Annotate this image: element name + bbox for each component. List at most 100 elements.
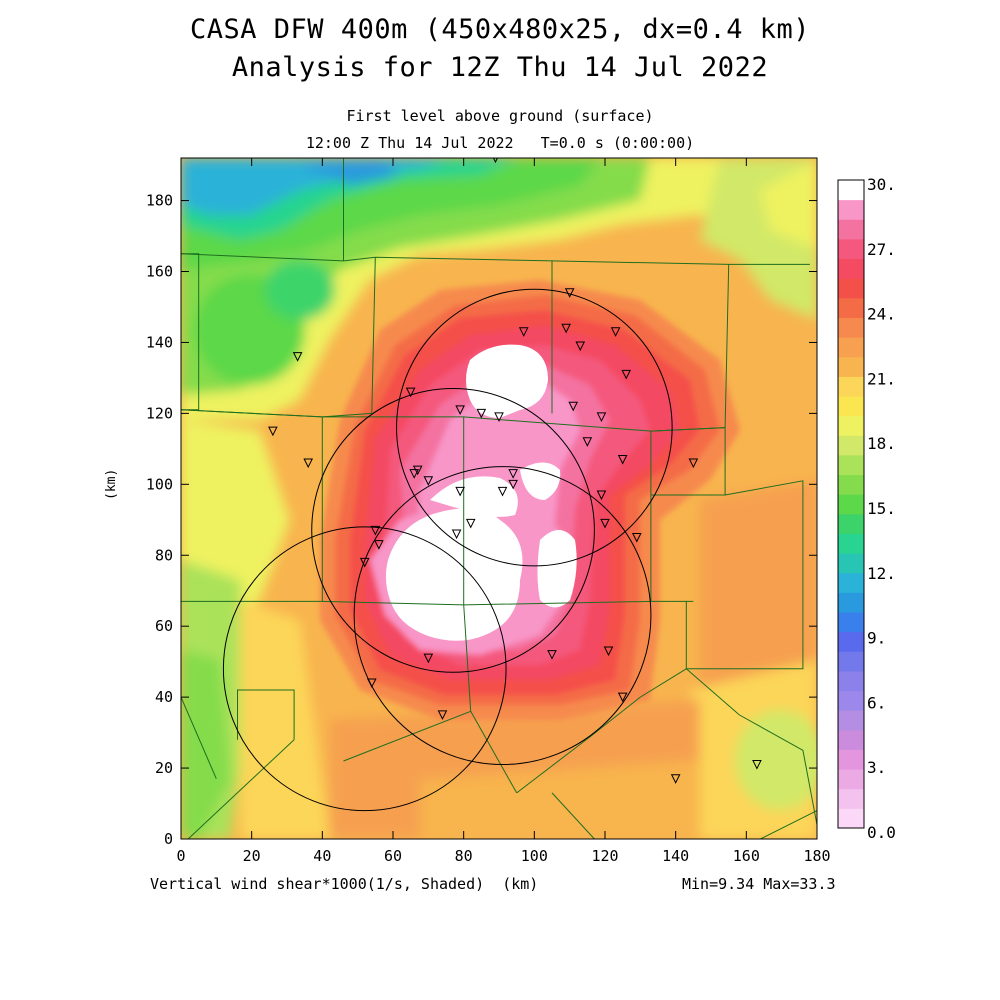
station-marker [455, 486, 465, 497]
colorbar-swatch [838, 729, 864, 750]
station-marker [603, 646, 614, 657]
title-line-2: Analysis for 12Z Thu 14 Jul 2022 [231, 52, 769, 83]
y-tick-label: 80 [155, 546, 173, 564]
colorbar-swatch [838, 219, 864, 240]
colorbar-swatch [838, 238, 864, 260]
x-tick-label: 20 [243, 847, 261, 865]
colorbar-swatch [838, 788, 864, 809]
station-marker [366, 678, 377, 689]
colorbar-label: 15. [867, 499, 896, 518]
county-boundary [760, 810, 817, 839]
colorbar-swatch [838, 494, 864, 515]
station-marker [303, 458, 314, 469]
colorbar-swatch [838, 612, 864, 633]
colorbar-label: 27. [867, 240, 896, 259]
station-marker [547, 650, 557, 660]
colorbar-swatch [838, 396, 864, 417]
colorbar-label: 0.0 [867, 823, 896, 842]
x-tick-label: 160 [733, 847, 760, 865]
colorbar-label: 24. [867, 305, 896, 324]
colorbar-label: 21. [867, 369, 896, 388]
station-marker [600, 518, 610, 529]
colorbar-swatch [838, 356, 864, 377]
station-marker [575, 341, 586, 352]
station-marker [370, 525, 381, 536]
colorbar-swatch [838, 199, 864, 220]
station-marker [268, 426, 278, 437]
county-boundary [322, 600, 694, 606]
station-marker [564, 288, 575, 298]
station-marker [568, 401, 579, 412]
colorbar: 30. 27. 24. 21. 18. 15. 12. 9. 6. 3. 0.0 [837, 175, 896, 842]
colorbar-label: 12. [867, 564, 896, 583]
station-marker [497, 486, 508, 497]
colorbar-swatch [838, 278, 864, 299]
station-marker [688, 458, 699, 469]
station-marker [405, 387, 416, 398]
colorbar-swatch [838, 572, 864, 593]
title-line-1: CASA DFW 400m (450x480x25, dx=0.4 km) [190, 14, 810, 45]
station-marker [631, 533, 642, 543]
x-tick-label: 80 [455, 847, 473, 865]
colorbar-swatch [838, 376, 864, 397]
y-tick-label: 180 [146, 192, 173, 210]
station-marker [374, 540, 384, 550]
colorbar-swatch [838, 631, 864, 652]
y-axis: 0 20 40 60 80 100 120 140 160 180 [146, 192, 817, 848]
subtitle-time: 12:00 Z Thu 14 Jul 2022 T=0.0 s (0:00:00… [305, 134, 695, 152]
colorbar-swatch [838, 553, 864, 574]
station-marker [494, 412, 504, 423]
colorbar-label: 9. [867, 629, 886, 648]
colorbar-swatch [838, 435, 864, 456]
min-max-stats: Min=9.34 Max=33.3 [682, 875, 836, 893]
colorbar-swatch [838, 533, 864, 554]
x-tick-label: 40 [313, 847, 331, 865]
station-marker [617, 454, 628, 465]
x-tick-label: 140 [662, 847, 689, 865]
colorbar-swatch [838, 415, 864, 436]
station-marker [582, 437, 593, 447]
y-tick-label: 120 [146, 404, 173, 422]
plot-frame [180, 157, 818, 840]
radar-range-ring [222, 526, 507, 812]
colorbar-swatch [838, 474, 864, 495]
colorbar-swatch [838, 180, 864, 201]
y-tick-label: 60 [155, 617, 173, 635]
colorbar-swatch [838, 670, 864, 692]
station-marker [596, 490, 607, 501]
station-marker [610, 327, 621, 337]
county-boundary [516, 668, 687, 794]
radar-range-ring [311, 388, 595, 673]
colorbar-label: 6. [867, 693, 886, 712]
y-tick-label: 100 [146, 475, 173, 493]
station-marker [423, 653, 434, 664]
station-marker [437, 710, 448, 720]
colorbar-label: 30. [867, 175, 896, 194]
colorbar-swatch [838, 592, 864, 613]
county-boundary [470, 711, 518, 794]
colorbar-frame [837, 179, 865, 829]
y-tick-label: 140 [146, 333, 173, 351]
colorbar-label: 3. [867, 758, 886, 777]
colorbar-swatch [838, 317, 864, 338]
station-marker [617, 692, 628, 703]
station-marker [508, 479, 518, 490]
county-boundary [685, 480, 804, 670]
x-tick-label: 100 [521, 847, 548, 865]
colorbar-swatch [838, 710, 864, 731]
colorbar-swatch [838, 808, 864, 829]
x-tick-label: 60 [384, 847, 402, 865]
y-tick-label: 0 [164, 830, 173, 848]
colorbar-swatch [838, 769, 864, 790]
y-tick-label: 20 [155, 759, 173, 777]
station-marker [359, 557, 370, 568]
shear-field [181, 158, 817, 839]
station-marker [561, 323, 571, 334]
field-description: Vertical wind shear*1000(1/s, Shaded) (k… [150, 875, 539, 893]
station-marker [508, 469, 518, 479]
station-marker [518, 327, 529, 337]
y-axis-unit-label: (km) [104, 468, 119, 500]
subtitle-level: First level above ground (surface) [346, 107, 654, 125]
station-marker [752, 760, 762, 770]
